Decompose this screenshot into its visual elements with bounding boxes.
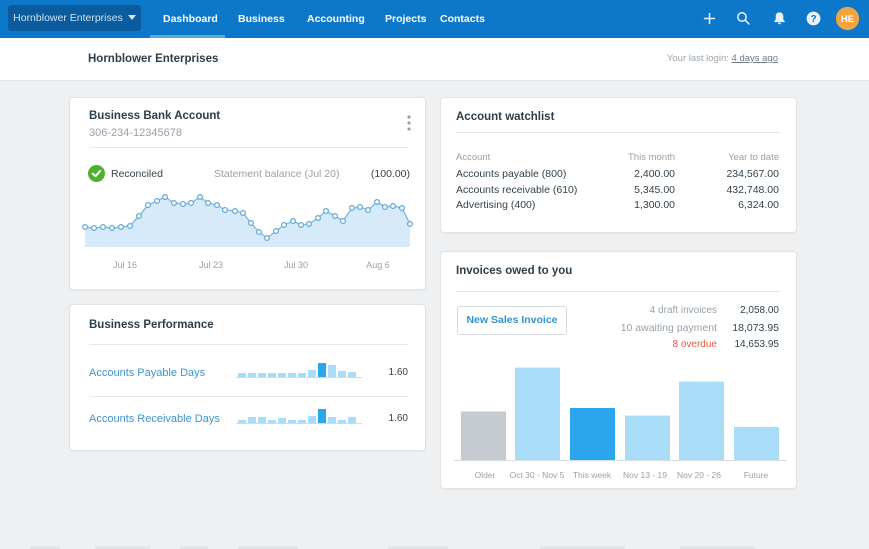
svg-text:?: ? xyxy=(810,14,816,25)
svg-text:HE: HE xyxy=(841,14,854,25)
